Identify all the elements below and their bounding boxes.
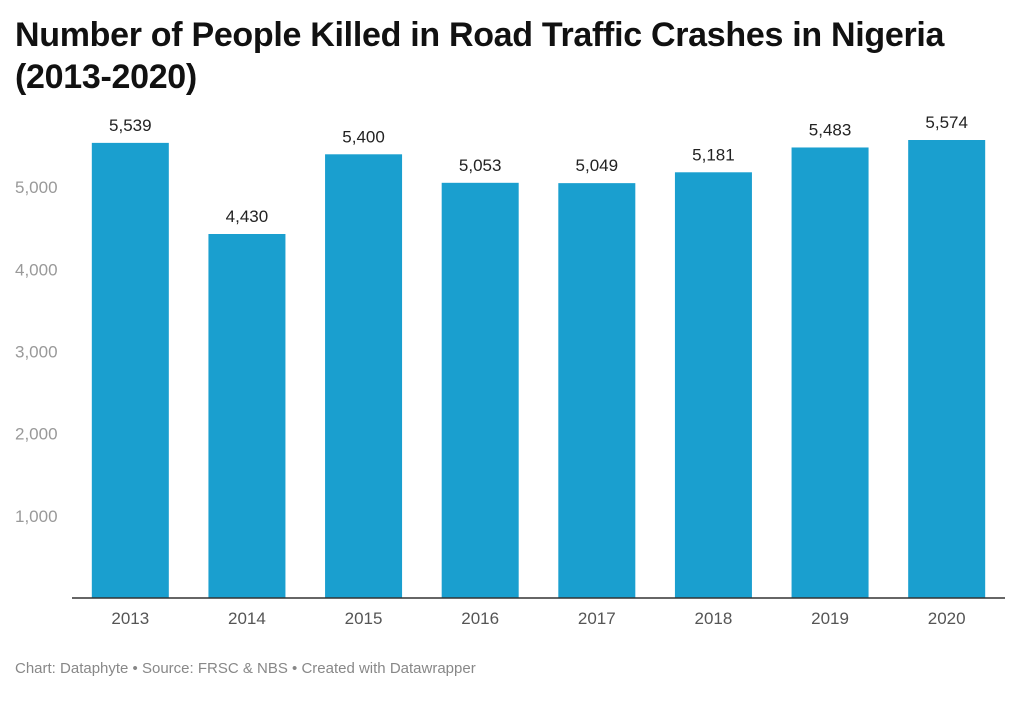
value-label: 5,049 <box>576 156 619 175</box>
value-labels: 5,539 4,430 5,400 5,053 5,049 5,181 5,483 5,574 <box>109 113 968 226</box>
chart-title: Number of People Killed in Road Traffic … <box>15 16 945 96</box>
y-axis-ticks: 1,000 2,000 3,000 4,000 5,000 <box>15 178 58 526</box>
y-tick-label: 4,000 <box>15 260 58 279</box>
y-tick-label: 1,000 <box>15 507 58 526</box>
value-label: 5,539 <box>109 116 152 135</box>
value-label: 4,430 <box>226 207 269 226</box>
x-tick-label: 2014 <box>228 609 266 628</box>
x-tick-label: 2017 <box>578 609 616 628</box>
bar <box>674 172 752 598</box>
bar <box>791 147 869 598</box>
x-tick-label: 2019 <box>811 609 849 628</box>
footer-credits: Chart: Dataphyte • Source: FRSC & NBS • … <box>15 660 476 677</box>
y-tick-label: 5,000 <box>15 178 58 197</box>
x-tick-label: 2016 <box>461 609 499 628</box>
bar <box>325 154 403 598</box>
x-tick-label: 2013 <box>111 609 149 628</box>
y-tick-label: 2,000 <box>15 425 58 444</box>
bars <box>91 140 986 599</box>
value-label: 5,574 <box>925 113 968 132</box>
bar <box>908 140 986 598</box>
value-label: 5,053 <box>459 156 502 175</box>
x-axis-labels: 2013 2014 2015 2016 2017 2018 2019 2020 <box>111 609 965 628</box>
x-tick-label: 2018 <box>695 609 733 628</box>
y-tick-label: 3,000 <box>15 342 58 361</box>
value-label: 5,483 <box>809 120 852 139</box>
x-tick-label: 2020 <box>928 609 966 628</box>
bar <box>558 183 636 598</box>
bar <box>441 182 519 598</box>
bar <box>208 233 286 599</box>
bar <box>91 142 169 598</box>
value-label: 5,400 <box>342 127 385 146</box>
value-label: 5,181 <box>692 145 735 164</box>
x-tick-label: 2015 <box>345 609 383 628</box>
